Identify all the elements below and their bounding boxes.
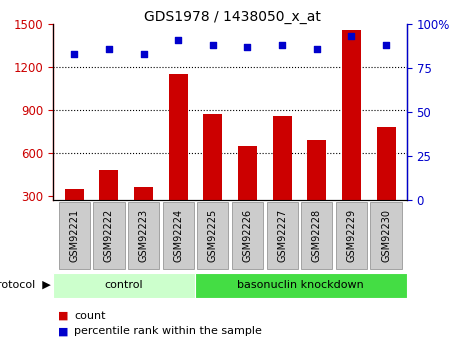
- Text: ■: ■: [58, 311, 69, 321]
- FancyBboxPatch shape: [195, 273, 407, 298]
- FancyBboxPatch shape: [59, 201, 90, 269]
- Point: [105, 46, 113, 51]
- FancyBboxPatch shape: [197, 201, 228, 269]
- Text: GSM92224: GSM92224: [173, 209, 183, 262]
- Text: GSM92225: GSM92225: [208, 209, 218, 262]
- FancyBboxPatch shape: [128, 201, 159, 269]
- Text: count: count: [74, 311, 106, 321]
- FancyBboxPatch shape: [53, 273, 195, 298]
- Bar: [272, 116, 292, 239]
- FancyBboxPatch shape: [371, 201, 402, 269]
- Bar: [377, 127, 396, 239]
- Text: basonuclin knockdown: basonuclin knockdown: [238, 280, 364, 290]
- Point: [382, 42, 390, 48]
- Text: percentile rank within the sample: percentile rank within the sample: [74, 326, 262, 336]
- Bar: [65, 189, 84, 239]
- Text: GSM92222: GSM92222: [104, 209, 114, 262]
- Text: GSM92226: GSM92226: [243, 209, 252, 262]
- Text: ■: ■: [58, 326, 69, 336]
- Text: GSM92223: GSM92223: [139, 209, 148, 262]
- Bar: [342, 30, 361, 239]
- Text: protocol  ▶: protocol ▶: [0, 280, 51, 290]
- Point: [313, 46, 320, 51]
- Bar: [100, 170, 119, 239]
- Text: GSM92228: GSM92228: [312, 209, 322, 262]
- Point: [209, 42, 217, 48]
- Point: [140, 51, 147, 57]
- Text: GSM92229: GSM92229: [346, 209, 357, 262]
- FancyBboxPatch shape: [93, 201, 125, 269]
- FancyBboxPatch shape: [163, 201, 194, 269]
- Text: GDS1978 / 1438050_x_at: GDS1978 / 1438050_x_at: [144, 10, 321, 24]
- Text: GSM92227: GSM92227: [277, 209, 287, 262]
- Point: [71, 51, 78, 57]
- Point: [279, 42, 286, 48]
- FancyBboxPatch shape: [232, 201, 263, 269]
- FancyBboxPatch shape: [336, 201, 367, 269]
- Bar: [307, 140, 326, 239]
- Text: GSM92230: GSM92230: [381, 209, 391, 262]
- Text: control: control: [105, 280, 144, 290]
- Point: [348, 34, 355, 39]
- Point: [244, 44, 251, 50]
- Bar: [203, 114, 222, 239]
- Text: GSM92221: GSM92221: [69, 209, 79, 262]
- Point: [174, 37, 182, 43]
- Bar: [238, 146, 257, 239]
- FancyBboxPatch shape: [266, 201, 298, 269]
- Bar: [134, 187, 153, 239]
- Bar: [169, 74, 188, 239]
- FancyBboxPatch shape: [301, 201, 332, 269]
